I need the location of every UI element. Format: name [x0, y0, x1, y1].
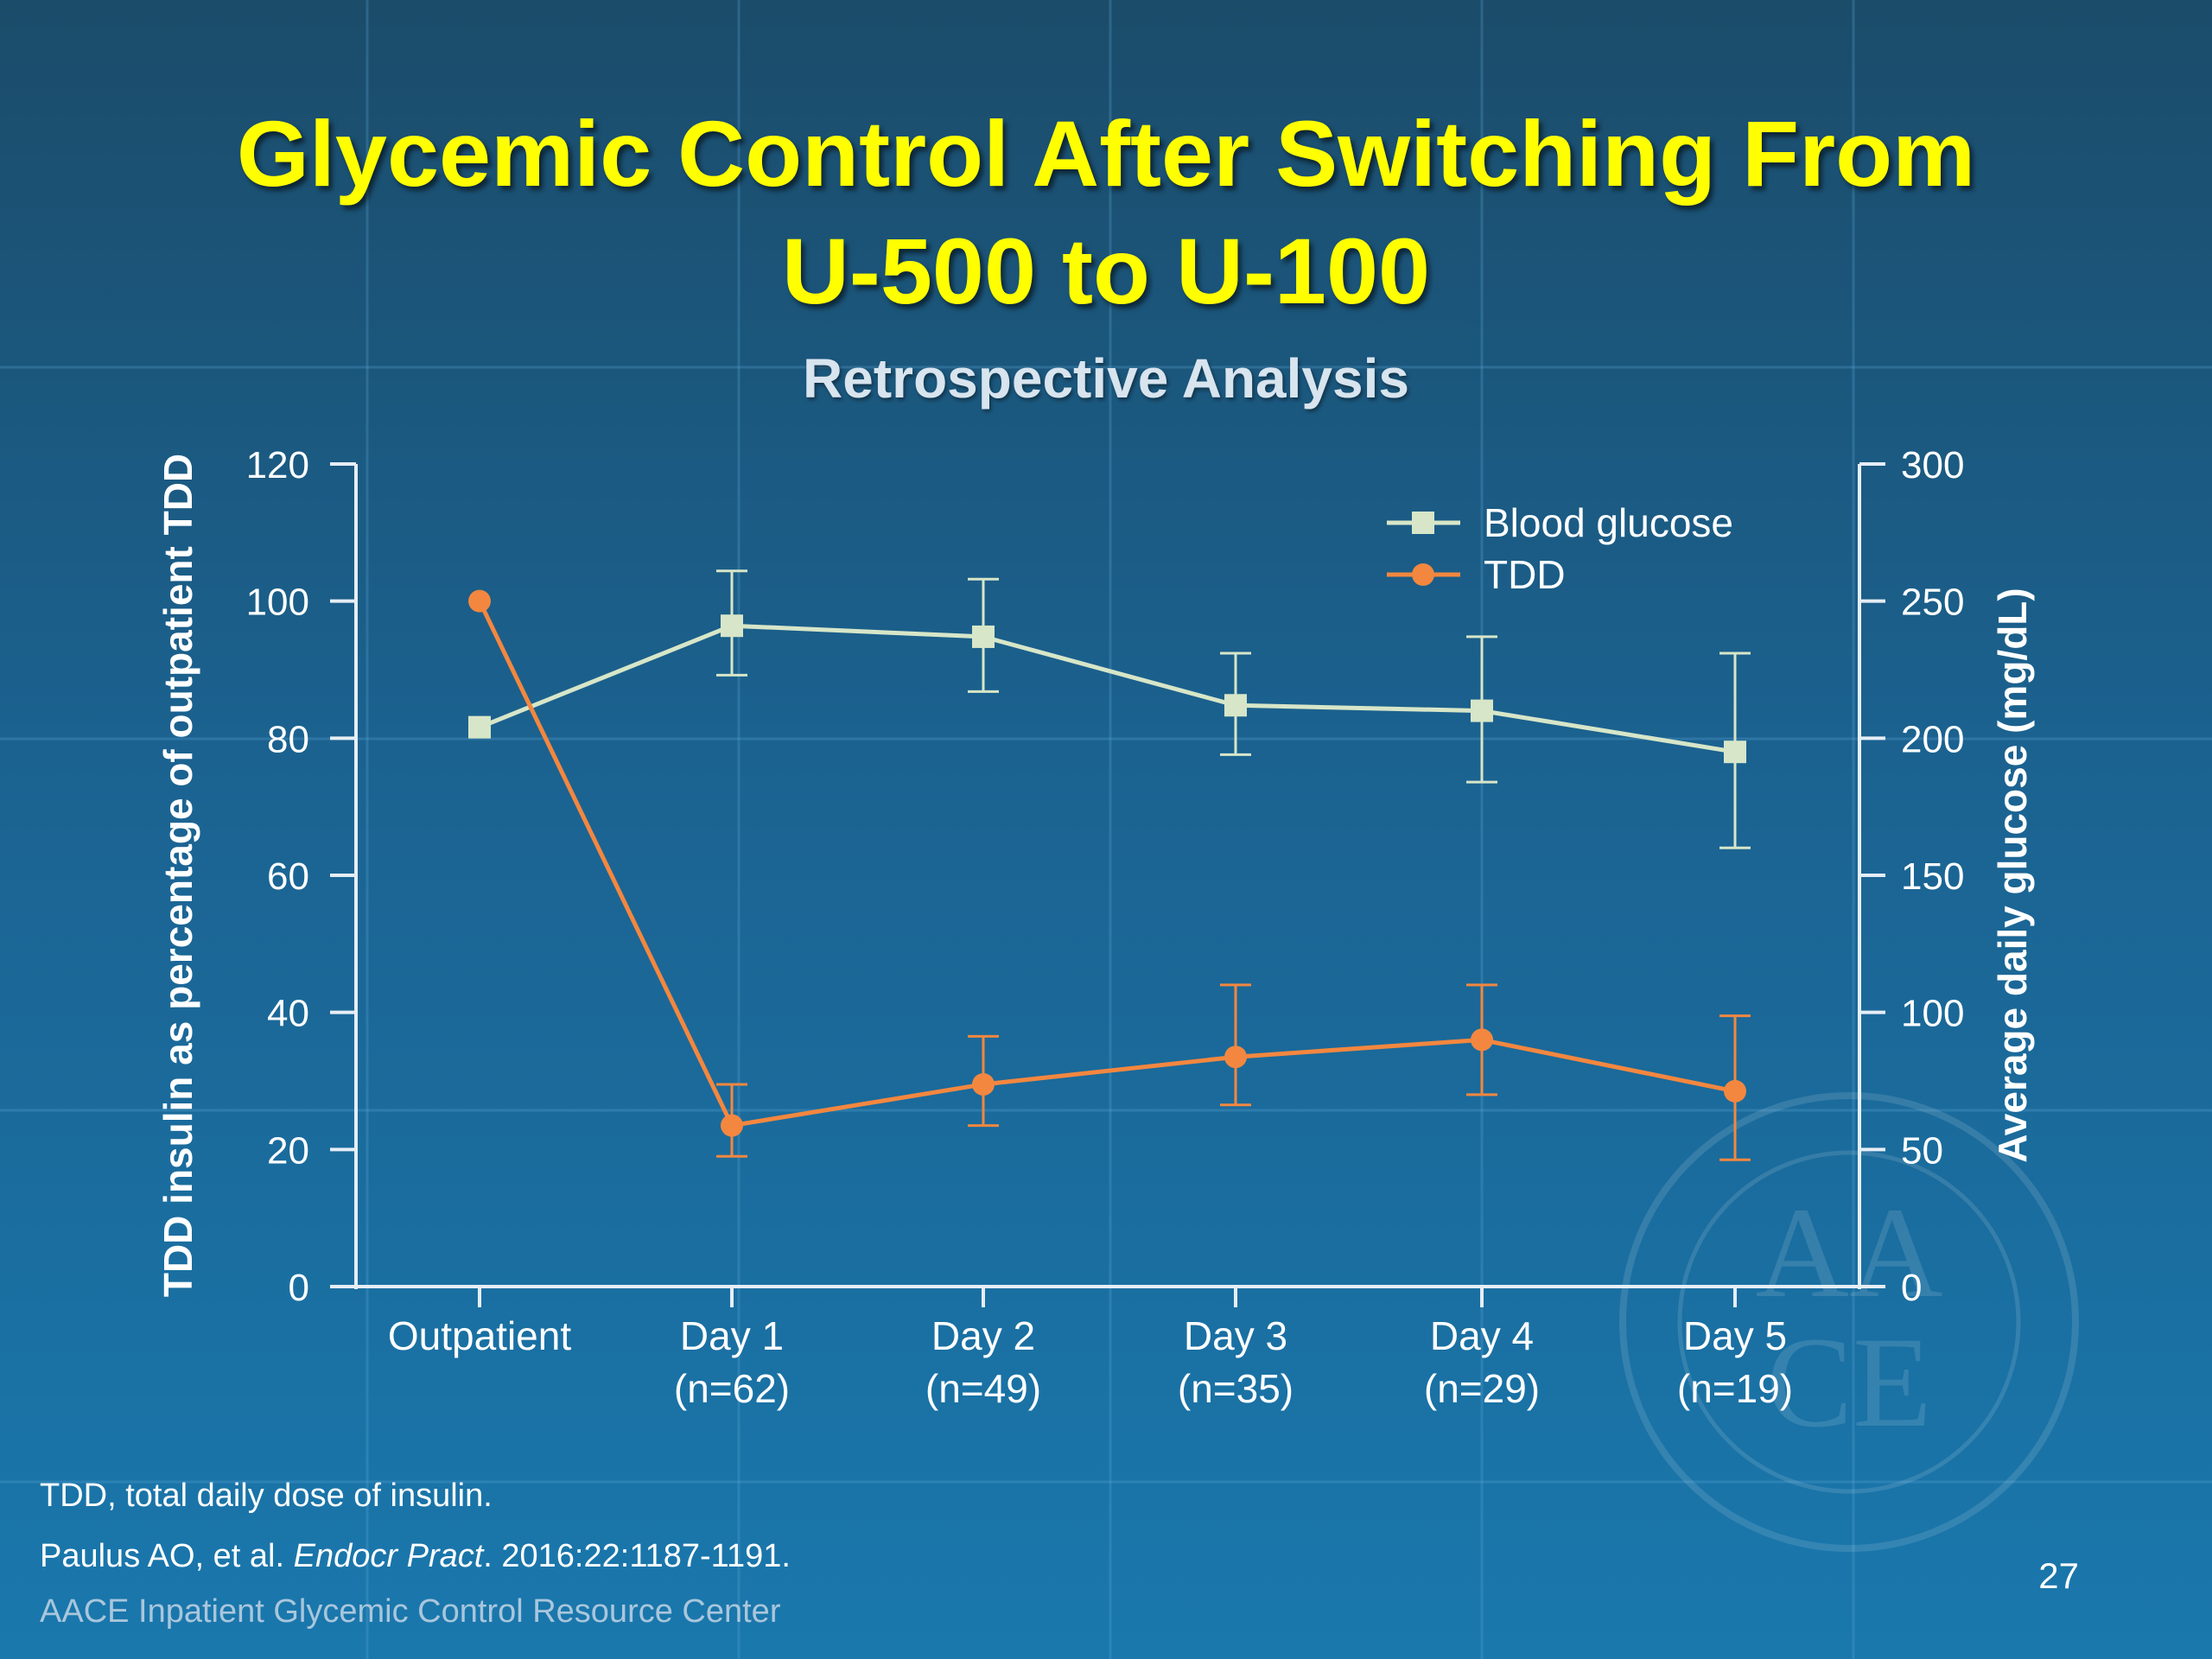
tdd-point: [1224, 1046, 1247, 1069]
left-axis-tick-label: 20: [267, 1129, 309, 1172]
tdd-point: [1724, 1079, 1746, 1103]
x-tick-label-n: (n=35): [1178, 1366, 1294, 1411]
slide-title-line-2: U-500 to U-100: [781, 219, 1431, 323]
organization-name: AACE Inpatient Glycemic Control Resource…: [40, 1593, 781, 1630]
x-tick-label: Day 4: [1430, 1313, 1534, 1358]
footnote-abbreviation: TDD, total daily dose of insulin.: [40, 1478, 493, 1514]
x-tick-label: Day 2: [931, 1313, 1035, 1358]
right-axis-tick-label: 300: [1901, 444, 1964, 486]
x-tick-label-n: (n=19): [1677, 1366, 1793, 1411]
slide-title-line-1: Glycemic Control After Switching From: [236, 101, 1976, 206]
tdd-series-line: [477, 600, 1736, 1128]
left-axis-tick-label: 0: [289, 1267, 309, 1309]
right-axis-tick-label: 100: [1901, 993, 1964, 1035]
left-axis-tick-label: 120: [246, 444, 309, 486]
blood-glucose-point: [972, 625, 995, 648]
left-axis-title: TDD insulin as percentage of outpatient …: [156, 454, 200, 1297]
slide-title: Glycemic Control After Switching From U-…: [0, 95, 2212, 330]
left-axis-tick-label: 100: [246, 582, 309, 624]
blood-glucose-point: [1724, 741, 1746, 764]
citation: Paulus AO, et al. Endocr Pract. 2016:22:…: [40, 1536, 791, 1576]
x-tick-label: Day 3: [1184, 1313, 1287, 1358]
x-tick-label-n: (n=49): [925, 1366, 1041, 1411]
tdd-point: [972, 1072, 995, 1096]
citation-authors: Paulus AO, et al.: [40, 1538, 285, 1574]
right-axis-tick-label: 0: [1901, 1267, 1922, 1309]
tdd-point: [1471, 1028, 1493, 1052]
right-axis-title: Average daily glucose (mg/dL): [1990, 588, 2035, 1162]
legend-blood-glucose-label: Blood glucose: [1484, 500, 1733, 545]
chart-subtitle: Retrospective Analysis: [803, 347, 1409, 410]
x-tick-label: Day 1: [680, 1313, 784, 1358]
right-axis-tick-label: 150: [1901, 855, 1964, 898]
legend-tdd-label: TDD: [1484, 552, 1566, 597]
right-axis-tick-label: 200: [1901, 718, 1964, 760]
blood-glucose-point: [1224, 694, 1247, 717]
right-axis-tick-label: 50: [1901, 1129, 1943, 1172]
blood-glucose-point: [1471, 699, 1493, 722]
x-tick-label: Outpatient: [388, 1313, 571, 1358]
blood-glucose-point: [468, 715, 491, 739]
x-tick-label-n: (n=62): [674, 1366, 790, 1411]
x-tick-label-n: (n=29): [1424, 1366, 1540, 1411]
legend-blood-glucose-marker: [1412, 512, 1434, 534]
citation-details: . 2016:22:1187-1191.: [483, 1538, 791, 1574]
tdd-point: [468, 589, 491, 613]
left-axis-tick-label: 40: [267, 993, 309, 1035]
left-axis-tick-label: 80: [267, 718, 309, 760]
page-number: 27: [2038, 1555, 2079, 1596]
tdd-point: [721, 1114, 743, 1137]
legend-tdd-marker: [1412, 563, 1434, 586]
blood-glucose-series-line: [479, 623, 1736, 754]
right-axis-tick-label: 250: [1901, 582, 1964, 624]
blood-glucose-point: [721, 614, 743, 638]
x-tick-label: Day 5: [1683, 1313, 1787, 1358]
left-axis-tick-label: 60: [267, 855, 309, 898]
citation-journal: Endocr Pract: [293, 1538, 484, 1574]
